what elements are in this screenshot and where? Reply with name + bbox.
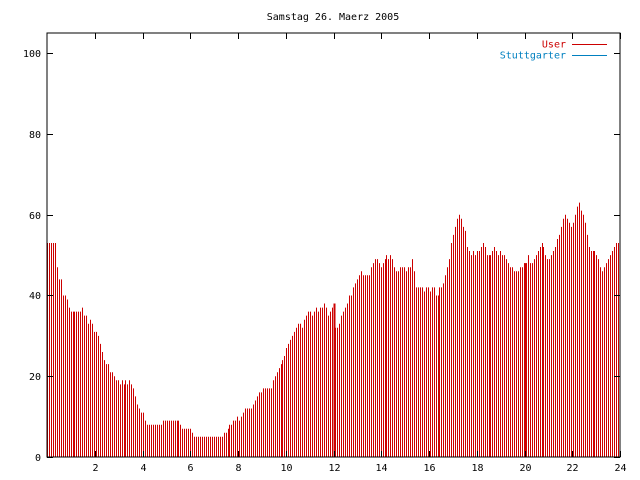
x-tick-label: 2 [92,463,98,474]
x-tick-label: 18 [471,463,483,474]
y-tick-label: 20 [29,372,41,383]
y-tick-label: 100 [23,49,41,60]
x-tick-label: 24 [614,463,626,474]
chart-title: Samstag 26. Maerz 2005 [267,12,399,23]
x-tick-label: 4 [140,463,146,474]
y-tick-label: 60 [29,211,41,222]
y-axis: 0 20 40 60 80 100 [23,49,620,464]
y-tick-label: 0 [35,453,41,464]
x-tick-label: 6 [187,463,193,474]
x-axis: 2 4 6 8 10 12 14 16 18 20 22 24 [92,33,627,474]
x-tick-label: 20 [519,463,531,474]
x-tick-label: 16 [423,463,435,474]
y-tick-label: 80 [29,130,41,141]
x-tick-label: 12 [328,463,340,474]
bars-group [47,202,619,457]
x-tick-label: 14 [375,463,387,474]
legend-label: User [542,40,566,51]
plot-frame [46,32,621,458]
y-tick-label: 40 [29,291,41,302]
x-tick-label: 10 [280,463,292,474]
x-tick-label: 8 [235,463,241,474]
x-tick-label: 22 [566,463,578,474]
legend-label: Stuttgarter [500,51,566,62]
